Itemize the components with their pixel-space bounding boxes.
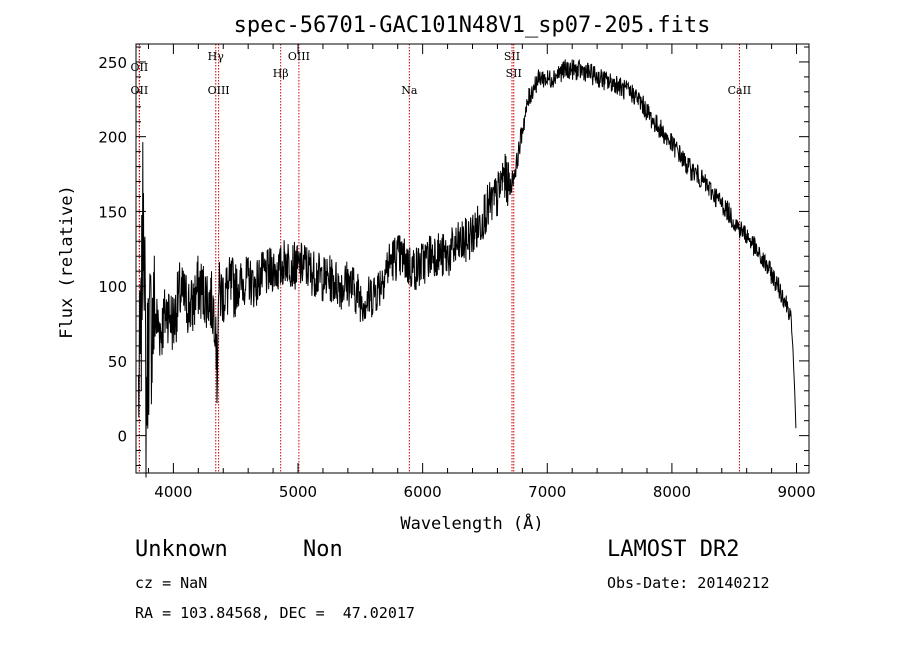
- y-tick-label: 200: [98, 129, 127, 147]
- marker-label: OIII: [288, 50, 310, 63]
- x-tick-label: 8000: [653, 483, 691, 501]
- y-tick-label: 250: [98, 54, 127, 72]
- x-tick-label: 5000: [279, 483, 317, 501]
- y-tick-label: 50: [108, 353, 127, 371]
- spectrum-line: [138, 58, 797, 478]
- y-tick-label: 150: [98, 203, 127, 221]
- marker-label: OIII: [208, 84, 230, 97]
- marker-label: Hγ: [208, 50, 225, 63]
- marker-label: Hβ: [273, 67, 289, 80]
- object-subclass-label: Non: [303, 537, 343, 562]
- plot-frame: [135, 43, 810, 474]
- y-tick-label: 0: [117, 428, 127, 446]
- marker-label: CaII: [728, 84, 752, 97]
- axis-ticks: 4000 5000 6000 7000 8000 9000 0 50 100 150 200 250: [98, 44, 816, 501]
- marker-label: OII: [131, 61, 149, 74]
- marker-label: OII: [131, 84, 149, 97]
- x-tick-label: 6000: [404, 483, 442, 501]
- marker-label: SII: [504, 50, 520, 63]
- chart-title: spec-56701-GAC101N48V1_sp07-205.fits: [234, 13, 711, 38]
- marker-label: Na: [401, 84, 418, 97]
- obs-date-text: Obs-Date: 20140212: [607, 574, 770, 592]
- survey-label: LAMOST DR2: [607, 537, 740, 562]
- marker-label: SII: [506, 67, 522, 80]
- coordinates-text: RA = 103.84568, DEC = 47.02017: [135, 604, 415, 622]
- x-tick-label: 9000: [777, 483, 815, 501]
- y-axis-label: Flux (relative): [57, 185, 77, 339]
- object-class-label: Unknown: [135, 537, 228, 562]
- redshift-text: cz = NaN: [135, 574, 208, 592]
- x-axis-label: Wavelength (Å): [400, 512, 543, 534]
- x-tick-label: 7000: [528, 483, 566, 501]
- y-tick-label: 100: [98, 278, 127, 296]
- x-tick-label: 4000: [154, 483, 192, 501]
